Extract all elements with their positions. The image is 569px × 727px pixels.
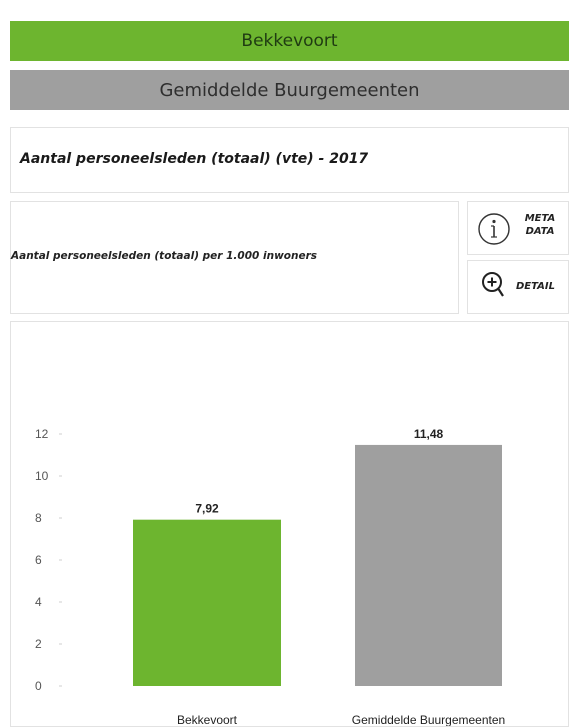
info-icon bbox=[478, 213, 510, 245]
meta-data-label: META DATA bbox=[524, 213, 556, 237]
meta-data-button[interactable]: META DATA bbox=[467, 201, 569, 255]
bar-chart: 0 2 4 6 8 10 12 7,92 Bekkevoort 11,48 Gemiddelde B… bbox=[35, 427, 505, 726]
bar-0[interactable] bbox=[133, 519, 281, 686]
chart-panel: 0 2 4 6 8 10 12 7,92 Bekkevoort 11,48 Gemiddelde B… bbox=[10, 321, 569, 727]
zoom-in-icon bbox=[482, 272, 504, 297]
bar-value-label: 11,48 bbox=[414, 427, 444, 441]
detail-button[interactable]: DETAIL bbox=[467, 260, 569, 314]
y-tick-label: 8 bbox=[35, 511, 42, 525]
y-tick-label: 12 bbox=[35, 427, 49, 441]
y-tick-label: 6 bbox=[35, 553, 42, 567]
comparison-header: Gemiddelde Buurgemeenten bbox=[10, 70, 569, 110]
bar-value-label: 7,92 bbox=[195, 502, 219, 516]
detail-label: DETAIL bbox=[516, 281, 556, 292]
category-label: Gemiddelde Buurgemeenten bbox=[352, 713, 505, 726]
y-tick-label: 2 bbox=[35, 637, 42, 651]
indicator-title-panel: Aantal personeelsleden (totaal) (vte) - … bbox=[10, 127, 569, 193]
bar-1[interactable] bbox=[355, 444, 502, 686]
indicator-title: Aantal personeelsleden (totaal) (vte) - … bbox=[20, 151, 369, 167]
municipality-name: Bekkevoort bbox=[241, 31, 338, 51]
indicator-subtitle-panel: Aantal personeelsleden (totaal) per 1.00… bbox=[10, 201, 459, 314]
indicator-subtitle: Aantal personeelsleden (totaal) per 1.00… bbox=[11, 250, 318, 262]
category-label: Bekkevoort bbox=[177, 713, 238, 726]
y-tick-label: 4 bbox=[35, 595, 42, 609]
comparison-name: Gemiddelde Buurgemeenten bbox=[159, 79, 420, 101]
municipality-header: Bekkevoort bbox=[10, 21, 569, 61]
y-tick-label: 10 bbox=[35, 469, 49, 483]
y-tick-label: 0 bbox=[35, 679, 42, 693]
